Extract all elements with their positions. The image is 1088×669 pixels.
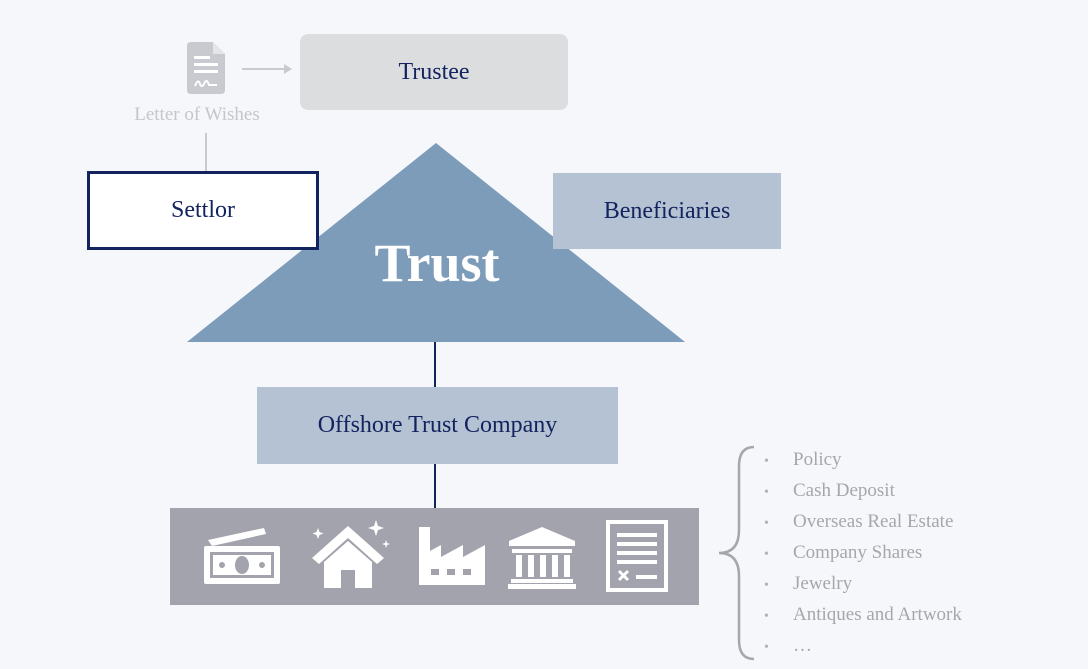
assets-bar — [170, 508, 699, 605]
bullet-icon: • — [764, 547, 769, 562]
asset-label: Jewelry — [793, 573, 853, 594]
list-item: • Antiques and Artwork — [764, 599, 962, 630]
list-item: • Policy — [764, 444, 962, 475]
asset-label: Antiques and Artwork — [793, 604, 962, 625]
bullet-icon: • — [764, 516, 769, 531]
bullet-icon: • — [764, 578, 769, 593]
asset-label: Cash Deposit — [793, 480, 895, 501]
document-icon — [606, 520, 668, 592]
letter-to-trustee-arrow — [242, 64, 292, 74]
cash-icon — [204, 528, 280, 584]
letter-of-wishes-label: Letter of Wishes — [134, 104, 260, 125]
house-icon — [312, 520, 390, 588]
trustee-box: Trustee — [300, 34, 568, 110]
list-item: • Cash Deposit — [764, 475, 962, 506]
asset-label: Overseas Real Estate — [793, 511, 954, 532]
list-item: • Company Shares — [764, 537, 962, 568]
asset-label: Company Shares — [793, 542, 923, 563]
asset-list: • Policy • Cash Deposit • Overseas Real Est… — [764, 444, 962, 661]
curly-brace — [718, 445, 755, 661]
trust-triangle — [187, 143, 685, 342]
factory-icon — [419, 527, 485, 585]
settlor-box: Settlor — [87, 171, 319, 250]
trust-label: Trust — [374, 233, 500, 293]
asset-label: … — [793, 635, 812, 656]
letter-of-wishes-icon — [187, 42, 225, 94]
bullet-icon: • — [764, 485, 769, 500]
list-item: • Overseas Real Estate — [764, 506, 962, 537]
bullet-icon: • — [764, 640, 769, 655]
list-item: • Jewelry — [764, 568, 962, 599]
bullet-icon: • — [764, 609, 769, 624]
beneficiaries-box: Beneficiaries — [553, 173, 781, 249]
offshore-trust-company-label: Offshore Trust Company — [317, 412, 558, 438]
bank-icon — [508, 527, 576, 589]
beneficiaries-label: Beneficiaries — [603, 197, 731, 224]
asset-label: Policy — [793, 449, 842, 470]
list-item: •… — [764, 630, 962, 661]
settlor-label: Settlor — [171, 197, 235, 223]
bullet-icon: • — [764, 454, 769, 469]
trustee-label: Trustee — [398, 58, 470, 85]
offshore-trust-company-box: Offshore Trust Company — [257, 387, 618, 464]
